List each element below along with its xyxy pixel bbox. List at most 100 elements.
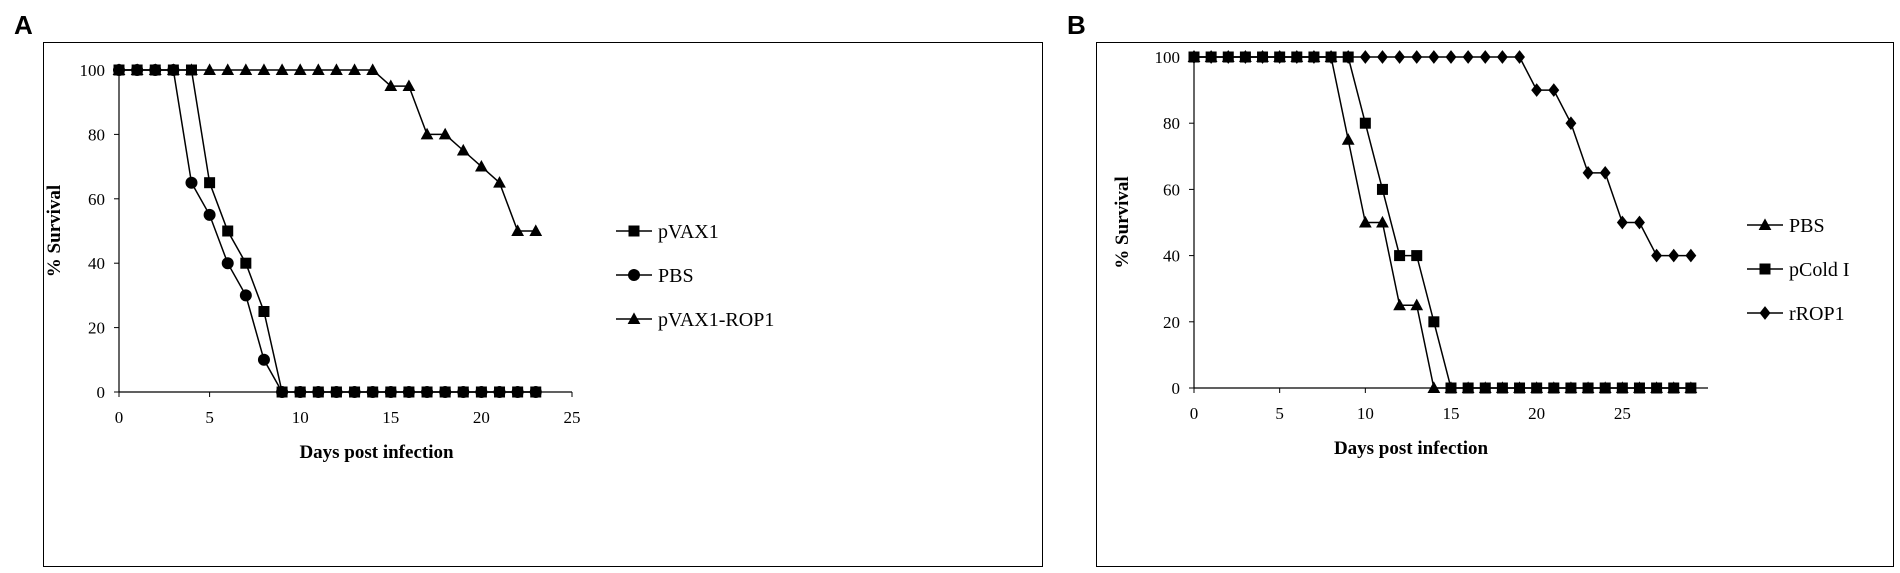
chart-1-data-point — [1377, 50, 1388, 64]
chart-0-y-tick-label: 40 — [88, 254, 105, 273]
chart-0-data-point — [529, 224, 543, 236]
chart-0-data-point — [257, 63, 271, 75]
chart-1-data-point — [1668, 382, 1680, 394]
chart-0-data-point — [384, 79, 398, 92]
chart-1-data-point — [1274, 50, 1286, 64]
panel-a-letter: A — [14, 10, 33, 40]
chart-1-data-point — [1479, 50, 1491, 64]
chart-1-y-tick-label: 40 — [1163, 247, 1180, 266]
chart-0-data-point — [185, 63, 198, 75]
chart-0-data-point — [402, 79, 416, 92]
chart-0-y-axis-title: % Survival — [44, 185, 65, 277]
chart-1-data-point — [1514, 382, 1526, 394]
chart-1-legend-label: rROP1 — [1789, 303, 1845, 325]
chart-0-y-tick-label: 80 — [88, 125, 105, 144]
chart-1-x-tick-label: 10 — [1357, 404, 1374, 423]
chart-1-y-tick-label: 20 — [1163, 313, 1180, 332]
chart-0-legend-marker — [628, 269, 640, 281]
chart-1-data-point — [1633, 382, 1645, 394]
chart-1-data-point — [1548, 382, 1560, 394]
chart-b-frame: 0 20 40 60 80 100 0 5 10 15 20 25 Days post infectio… — [1096, 42, 1894, 567]
chart-0-legend-label: pVAX1 — [658, 221, 719, 243]
chart-0-data-point — [529, 386, 542, 398]
chart-0-data-point — [456, 143, 470, 156]
chart-1-x-tick-label: 25 — [1614, 404, 1631, 423]
chart-1-y-tick-label: 60 — [1163, 180, 1180, 199]
chart-1-data-point — [1205, 50, 1217, 64]
chart-1-data-point — [1616, 215, 1628, 230]
chart-0-data-point — [185, 176, 198, 189]
chart-0-x-tick-label: 5 — [205, 408, 214, 427]
chart-1-data-point — [1479, 382, 1491, 394]
chart-1-data-point — [1496, 50, 1508, 64]
chart-1-data-point — [1239, 50, 1251, 64]
chart-1-data-point — [1222, 50, 1234, 64]
chart-1-x-tick-label: 20 — [1528, 404, 1545, 423]
chart-0-data-point — [221, 257, 234, 270]
chart-0-data-point — [475, 160, 488, 172]
chart-1-data-point — [1651, 248, 1663, 263]
chart-0-data-point — [493, 176, 506, 188]
chart-0-data-point — [203, 63, 216, 75]
chart-0-data-point — [330, 63, 343, 75]
chart-0-legend-marker — [628, 225, 640, 237]
chart-1-data-point — [1394, 250, 1406, 262]
chart-1-data-point — [1341, 133, 1355, 145]
chart-1-data-point — [1359, 117, 1371, 129]
chart-0-data-point — [222, 225, 234, 237]
chart-0-data-point — [258, 306, 270, 317]
chart-0-x-tick-label: 20 — [473, 408, 490, 427]
chart-1-data-point — [1428, 316, 1440, 328]
chart-0-series-circle — [113, 64, 542, 398]
chart-1-data-point — [1342, 50, 1354, 64]
chart-1-legend-marker — [1759, 263, 1771, 275]
chart-0-data-point — [166, 63, 180, 75]
chart-0-data-point — [366, 63, 380, 75]
chart-1-data-point — [1599, 166, 1611, 180]
panel-b-letter: B — [1067, 10, 1086, 40]
chart-1-data-point — [1308, 50, 1320, 64]
chart-1-data-point — [1599, 382, 1611, 394]
chart-1-data-point — [1565, 382, 1577, 394]
chart-1-data-point — [1668, 248, 1680, 263]
chart-0-x-tick-label: 25 — [564, 408, 581, 427]
chart-1-data-point — [1358, 215, 1372, 228]
chart-1-data-point — [1685, 248, 1697, 263]
chart-a-svg: 0 20 40 60 80 100 0 5 10 15 20 25 Days post infectio… — [44, 61, 774, 463]
chart-1-data-point — [1428, 50, 1440, 64]
chart-0-data-point — [420, 127, 434, 140]
chart-1-data-point — [1634, 215, 1645, 230]
chart-0-legend-marker — [627, 312, 641, 324]
chart-0-y-tick-label: 0 — [97, 383, 106, 402]
chart-1-series-line — [1194, 56, 1691, 257]
chart-1-data-point — [1394, 50, 1406, 64]
chart-b-svg: 0 20 40 60 80 100 0 5 10 15 20 25 Days post infectio… — [1112, 48, 1850, 459]
chart-0-x-tick-label: 10 — [292, 408, 309, 427]
chart-1-data-point — [1462, 382, 1474, 394]
chart-0-data-point — [384, 386, 397, 398]
chart-1-legend-marker — [1758, 218, 1772, 230]
chart-0-data-point — [475, 386, 488, 398]
chart-1-data-point — [1445, 382, 1457, 394]
chart-1-data-point — [1582, 382, 1594, 394]
chart-a-frame: 0 20 40 60 80 100 0 5 10 15 20 25 Days post infectio… — [43, 42, 1043, 567]
chart-1-x-axis-title: Days post infection — [1334, 438, 1489, 459]
chart-1-data-point — [1462, 50, 1474, 64]
chart-1-data-point — [1291, 50, 1303, 64]
chart-1-series-line — [1194, 56, 1691, 389]
chart-1-legend-marker — [1759, 306, 1771, 320]
chart-0-data-point — [293, 63, 307, 75]
chart-0-data-point — [439, 386, 452, 398]
chart-0-data-point — [221, 63, 235, 75]
chart-0-data-point — [148, 63, 162, 75]
chart-0-data-point — [239, 63, 253, 75]
chart-0-data-point — [240, 257, 252, 269]
chart-0-legend-label: PBS — [658, 265, 694, 287]
chart-0-data-point — [275, 63, 289, 75]
chart-0-data-point — [511, 224, 525, 236]
chart-1-data-point — [1376, 183, 1388, 195]
chart-0-data-point — [348, 63, 361, 75]
chart-1-data-point — [1411, 50, 1423, 64]
chart-0-data-point — [511, 386, 524, 398]
chart-1-y-tick-label: 0 — [1172, 379, 1181, 398]
